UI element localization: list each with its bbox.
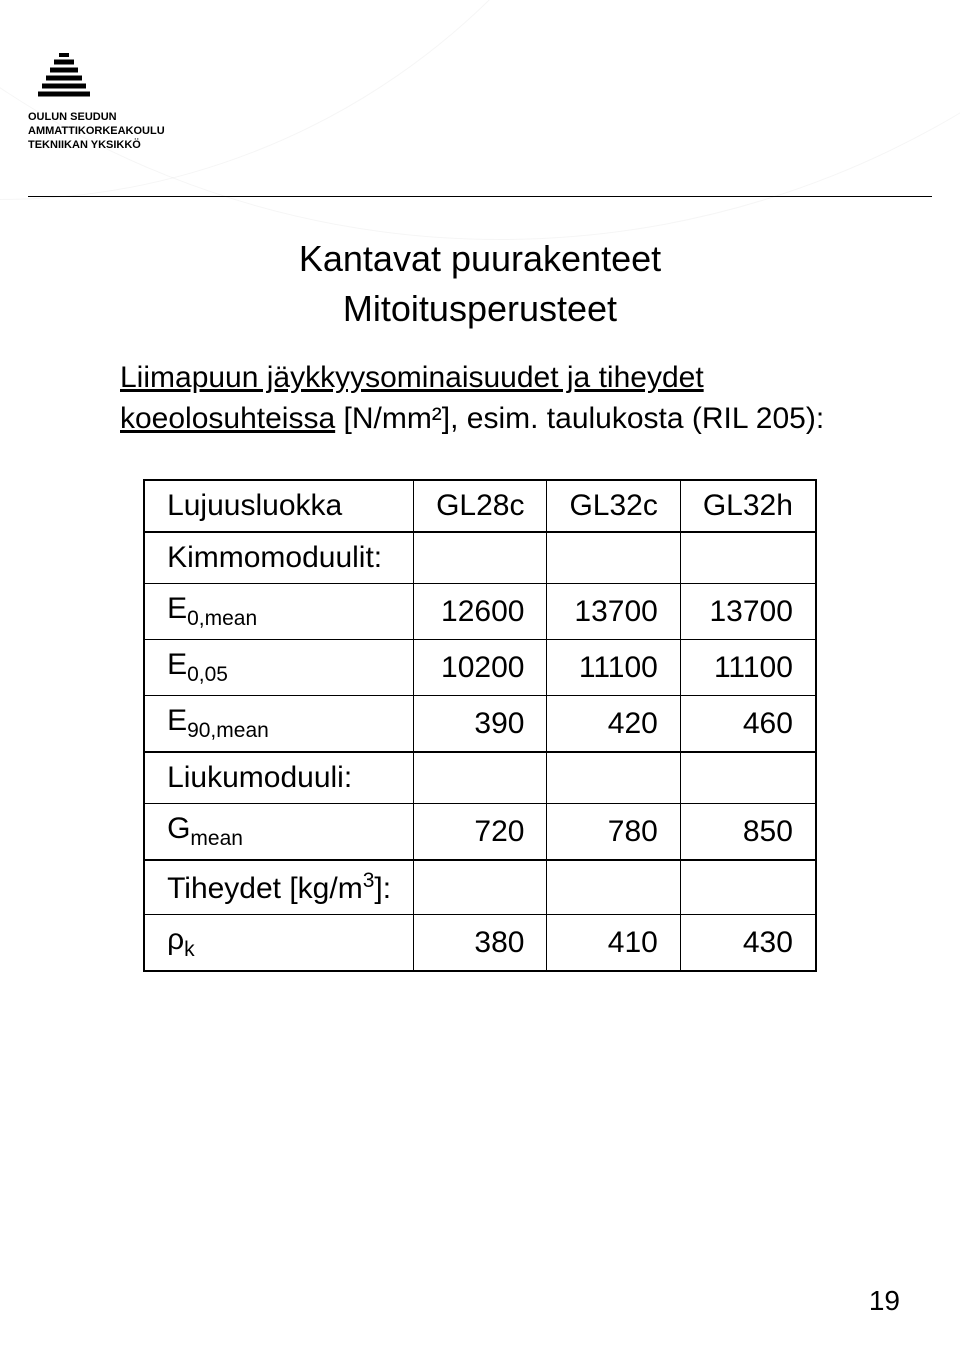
table-cell-empty: [680, 532, 816, 584]
page: OULUN SEUDUN AMMATTIKORKEAKOULU TEKNIIKA…: [0, 0, 960, 1367]
org-line: TEKNIIKAN YKSIKKÖ: [28, 139, 165, 153]
table-cell: 410: [547, 915, 680, 972]
table-body: Kimmomoduulit:E0,mean126001370013700E0,0…: [144, 532, 816, 971]
table-cell-empty: [547, 532, 680, 584]
col-lujuusluokka: Lujuusluokka: [144, 480, 414, 532]
header-divider: [28, 196, 932, 197]
table-cell: 850: [680, 804, 816, 861]
table-cell: 11100: [680, 640, 816, 696]
table-row: E0,mean126001370013700: [144, 584, 816, 640]
table-cell: 13700: [547, 584, 680, 640]
table-row-label: ρk: [144, 915, 414, 972]
org-line: OULUN SEUDUN: [28, 111, 165, 125]
page-header: OULUN SEUDUN AMMATTIKORKEAKOULU TEKNIIKA…: [28, 46, 932, 152]
table-cell-empty: [680, 860, 816, 915]
table-cell: 10200: [414, 640, 547, 696]
table-cell-empty: [680, 752, 816, 804]
table-cell-empty: [547, 752, 680, 804]
spacer: [120, 439, 840, 479]
table-group-row: Tiheydet [kg/m3]:: [144, 860, 816, 915]
table-group-label: Liukumoduuli:: [144, 752, 414, 804]
table-cell-empty: [414, 752, 547, 804]
table-group-row: Liukumoduuli:: [144, 752, 816, 804]
properties-table: Lujuusluokka GL28c GL32c GL32h Kimmomodu…: [143, 479, 817, 972]
table-cell-empty: [547, 860, 680, 915]
table-group-label: Tiheydet [kg/m3]:: [144, 860, 414, 915]
table-header-row: Lujuusluokka GL28c GL32c GL32h: [144, 480, 816, 532]
col-header: GL32h: [680, 480, 816, 532]
table-cell: 12600: [414, 584, 547, 640]
org-name: OULUN SEUDUN AMMATTIKORKEAKOULU TEKNIIKA…: [28, 111, 165, 152]
table-row: E0,05102001110011100: [144, 640, 816, 696]
logo-icon: [28, 46, 100, 103]
table-cell-empty: [414, 860, 547, 915]
page-title: Kantavat puurakenteet: [120, 238, 840, 280]
lead-tail: [N/mm²], esim. taulukosta (RIL 205):: [335, 402, 824, 435]
table-cell: 430: [680, 915, 816, 972]
page-number: 19: [869, 1285, 900, 1317]
table-cell: 420: [547, 696, 680, 753]
org-line: AMMATTIKORKEAKOULU: [28, 125, 165, 139]
table-row: E90,mean390420460: [144, 696, 816, 753]
table-group-label: Kimmomoduulit:: [144, 532, 414, 584]
table-cell: 460: [680, 696, 816, 753]
table-cell: 780: [547, 804, 680, 861]
col-header: GL28c: [414, 480, 547, 532]
table-row-label: Gmean: [144, 804, 414, 861]
logo-block: OULUN SEUDUN AMMATTIKORKEAKOULU TEKNIIKA…: [28, 46, 932, 152]
table-cell: 720: [414, 804, 547, 861]
lead-paragraph: Liimapuun jäykkyysominaisuudet ja tiheyd…: [120, 358, 840, 439]
col-header: GL32c: [547, 480, 680, 532]
table-cell-empty: [414, 532, 547, 584]
table-row: ρk380410430: [144, 915, 816, 972]
table-cell: 11100: [547, 640, 680, 696]
content: Kantavat puurakenteet Mitoitusperusteet …: [0, 238, 960, 972]
table-row-label: E0,05: [144, 640, 414, 696]
table-row-label: E90,mean: [144, 696, 414, 753]
table-group-row: Kimmomoduulit:: [144, 532, 816, 584]
table-cell: 380: [414, 915, 547, 972]
table-row-label: E0,mean: [144, 584, 414, 640]
table-row: Gmean720780850: [144, 804, 816, 861]
table-cell: 13700: [680, 584, 816, 640]
page-subtitle: Mitoitusperusteet: [120, 288, 840, 330]
table-cell: 390: [414, 696, 547, 753]
